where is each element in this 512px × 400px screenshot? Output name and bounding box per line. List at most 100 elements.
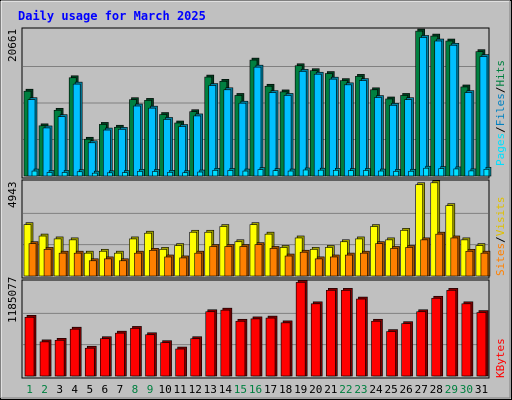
bar-kbytes	[175, 346, 187, 377]
bar-files	[87, 140, 98, 177]
bar-sites	[329, 254, 340, 277]
bar-kbytes	[84, 345, 97, 377]
bar-files	[208, 83, 219, 177]
x-tick-label: 10	[158, 383, 171, 396]
bar-sites	[480, 250, 491, 277]
bar-kbytes	[461, 301, 474, 377]
x-tick-label: 25	[384, 383, 397, 396]
bar-files	[479, 54, 490, 177]
x-tick-label: 20	[309, 383, 322, 396]
x-tick-label: 12	[189, 383, 202, 396]
bar-sites	[375, 241, 385, 277]
bar-kbytes	[431, 295, 444, 377]
x-tick-label: 15	[234, 383, 247, 396]
bar-pages	[242, 168, 251, 177]
x-tick-label: 18	[279, 383, 292, 396]
bar-files	[253, 64, 264, 177]
bar-sites	[314, 256, 325, 277]
bar-files	[328, 76, 339, 177]
x-tick-label: 11	[174, 383, 187, 396]
chart-title: Daily usage for March 2025	[18, 9, 206, 23]
x-tick-label: 16	[249, 383, 262, 396]
bar-sites	[149, 248, 159, 277]
bar-sites	[465, 248, 476, 277]
bar-sites	[104, 256, 114, 277]
bar-kbytes	[220, 307, 233, 377]
bar-kbytes	[371, 318, 383, 377]
bar-sites	[450, 235, 461, 277]
x-tick-label: 4	[71, 383, 78, 396]
bar-kbytes	[250, 316, 263, 377]
x-tick-label: 29	[445, 383, 458, 396]
legend-kbytes: KBytes	[494, 338, 507, 378]
bar-files	[344, 82, 354, 177]
bar-sites	[360, 250, 370, 277]
x-tick-label: 28	[430, 383, 443, 396]
bar-sites	[179, 255, 189, 277]
bar-kbytes	[401, 321, 413, 377]
bar-sites	[435, 231, 446, 277]
bar-sites	[345, 252, 355, 277]
bar-files	[42, 125, 53, 177]
x-tick-label: 31	[475, 383, 488, 396]
bar-kbytes	[310, 301, 323, 377]
bar-pages	[61, 170, 70, 177]
bar-sites	[73, 250, 84, 277]
x-tick-label: 23	[354, 383, 367, 396]
x-tick-label: 13	[204, 383, 217, 396]
bar-kbytes	[386, 329, 398, 377]
y-max-label-top: 20661	[6, 29, 19, 62]
bar-kbytes	[145, 332, 157, 377]
bar-files	[313, 71, 324, 177]
legend-visits: Visits	[494, 197, 507, 237]
bar-files	[148, 105, 158, 177]
bar-sites	[194, 250, 205, 277]
bar-sites	[269, 246, 280, 277]
legend-sep-3: /	[494, 236, 507, 243]
bar-files	[268, 90, 279, 177]
bar-sites	[134, 250, 144, 277]
bar-kbytes	[341, 288, 353, 377]
bar-pages	[438, 166, 447, 177]
x-tick-label: 22	[339, 383, 352, 396]
bar-files	[359, 78, 369, 177]
bar-files	[404, 97, 414, 177]
bar-files	[374, 95, 384, 177]
x-tick-label: 17	[264, 383, 277, 396]
bar-files	[419, 35, 429, 177]
bar-pages	[91, 170, 100, 177]
bar-files	[27, 97, 38, 177]
legend-sep-1: /	[494, 126, 507, 133]
bar-kbytes	[476, 310, 489, 377]
y-max-label-mid: 4943	[6, 182, 19, 209]
bar-kbytes	[280, 320, 293, 377]
bar-kbytes	[130, 326, 142, 377]
bar-kbytes	[69, 326, 82, 377]
x-tick-label: 9	[147, 383, 154, 396]
legend-top: Pages/Files/Hits	[494, 60, 507, 166]
bar-sites	[209, 244, 220, 277]
bar-files	[193, 113, 204, 177]
bar-files	[72, 81, 83, 177]
bar-sites	[390, 246, 400, 277]
bar-files	[57, 114, 68, 177]
bar-files	[449, 42, 460, 177]
bar-files	[103, 127, 113, 177]
legend-pages: Pages	[494, 133, 507, 166]
x-tick-label: 24	[369, 383, 383, 396]
bar-sites	[58, 250, 69, 277]
bar-sites	[43, 247, 54, 277]
x-tick-label: 26	[400, 383, 413, 396]
x-tick-label: 3	[56, 383, 63, 396]
x-tick-label: 27	[415, 383, 428, 396]
x-tick-label: 14	[219, 383, 233, 396]
bar-kbytes	[416, 309, 428, 377]
bar-sites	[254, 242, 265, 277]
x-tick-label: 1	[26, 383, 33, 396]
bar-sites	[239, 244, 250, 277]
bar-files	[283, 93, 294, 177]
x-tick-label: 19	[294, 383, 307, 396]
bar-files	[133, 103, 143, 177]
bar-files	[434, 38, 445, 177]
